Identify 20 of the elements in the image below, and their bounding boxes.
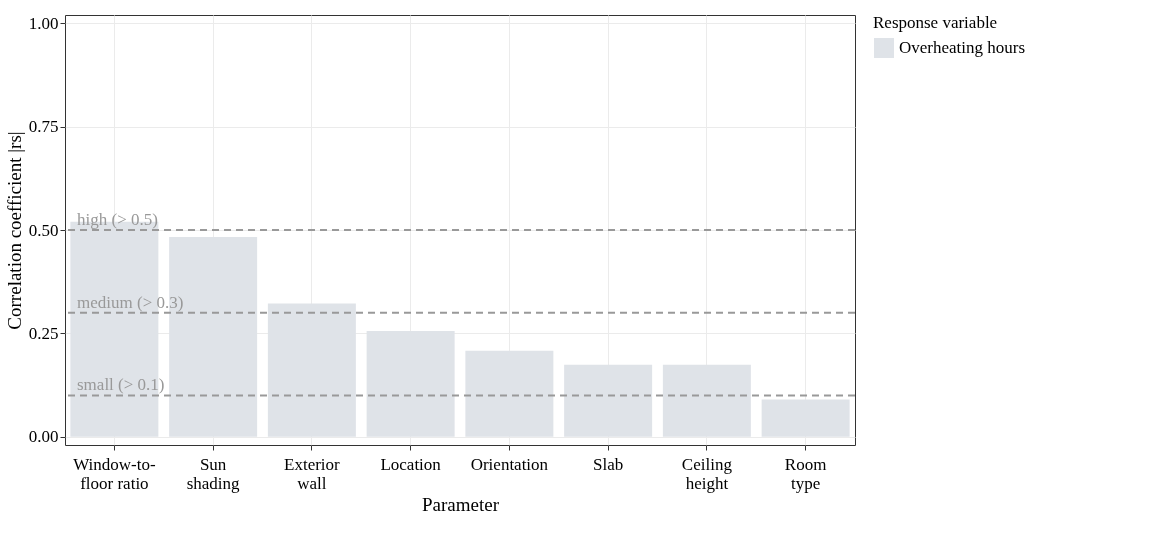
- legend-label: Overheating hours: [899, 38, 1026, 57]
- y-tick-label: 1.00: [28, 13, 59, 33]
- x-tick-label: Exterior wall: [284, 454, 341, 493]
- x-tick-label: Location: [380, 454, 442, 474]
- x-tick-label: Room type: [784, 454, 827, 493]
- ref-line-label: high (> 0.5): [77, 210, 158, 229]
- x-tick-label: Orientation: [470, 454, 549, 474]
- x-tick-label: Ceiling height: [681, 454, 733, 493]
- x-axis-title: Parameter: [421, 493, 500, 515]
- ref-line-label: medium (> 0.3): [77, 292, 184, 312]
- ref-line-label: small (> 0.1): [77, 375, 165, 395]
- y-tick-label: 0.50: [28, 220, 59, 240]
- x-tick-label: Slab: [593, 454, 624, 474]
- y-tick-label: 0.75: [28, 117, 59, 137]
- y-tick-label: 0.25: [28, 323, 59, 343]
- x-tick-label: Sun shading: [186, 454, 241, 493]
- y-axis-title: Correlation coefficient |rs|: [3, 131, 25, 330]
- legend-title: Response variable: [873, 13, 998, 32]
- x-tick-label: Window-to- floor ratio: [73, 454, 156, 493]
- y-tick-label: 0.00: [28, 427, 59, 447]
